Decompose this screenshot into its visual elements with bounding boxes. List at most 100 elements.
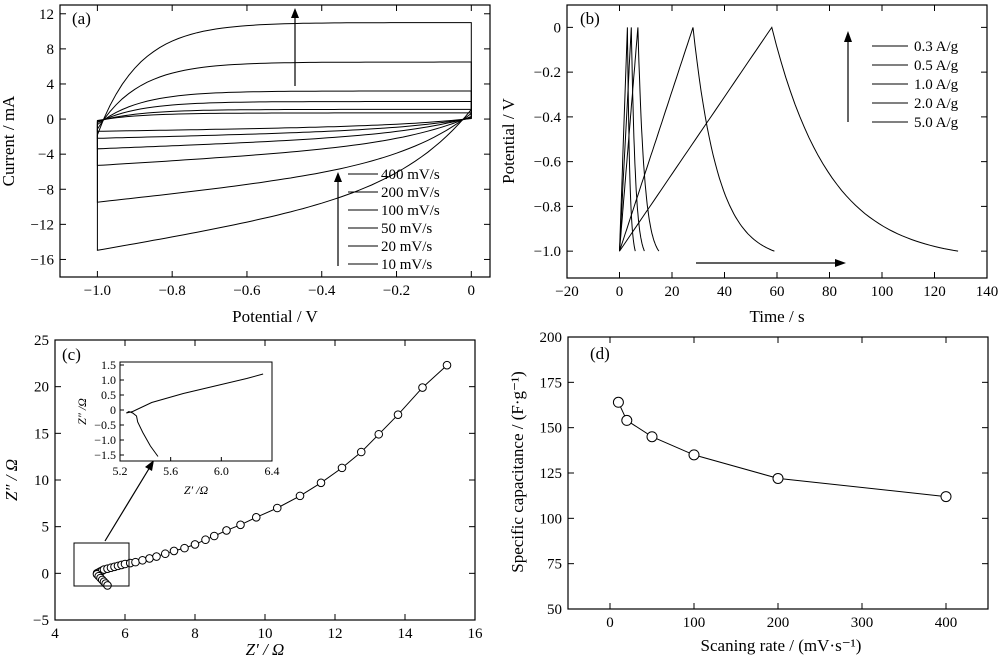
panel-b-gcd-curve-0-5-ag bbox=[619, 27, 775, 252]
panel-c-data-point bbox=[145, 554, 154, 563]
panel-c-inset-x-tick-label: 5.2 bbox=[113, 464, 128, 478]
panel-c-inset-y-tick-label: 1.0 bbox=[101, 373, 116, 387]
panel-d-y-tick-label: 150 bbox=[540, 421, 563, 437]
panel-d-data-point bbox=[688, 449, 700, 461]
panel-b-x-tick-label: 60 bbox=[770, 284, 785, 300]
panel-b-y-tick-label: −0.2 bbox=[534, 65, 561, 81]
panel-c-data-point bbox=[209, 531, 219, 541]
panel-c-x-tick-label: 16 bbox=[468, 626, 484, 642]
panel-a-y-tick-label: 4 bbox=[47, 77, 55, 93]
panel-a-y-tick-label: −8 bbox=[38, 182, 54, 198]
panel-b-y-tick-label: 0 bbox=[554, 20, 562, 36]
panel-c-data-point bbox=[374, 429, 384, 439]
panel-d-x-tick-label: 400 bbox=[935, 615, 958, 631]
panel-c-data-point bbox=[152, 552, 161, 561]
panel-c-data-point bbox=[138, 555, 147, 565]
panel-c-y-tick-label: −5 bbox=[33, 613, 49, 629]
panel-c-inset-x-tick-label: 6.4 bbox=[265, 464, 280, 478]
panel-d-y-tick-label: 200 bbox=[540, 330, 563, 346]
panel-c-x-tick-label: 14 bbox=[398, 626, 414, 642]
panel-c-data-point bbox=[236, 520, 245, 530]
panel-c-inset-y-tick-label: −1.5 bbox=[94, 448, 116, 462]
panel-a-label: (a) bbox=[72, 9, 91, 28]
panel-c-data-point bbox=[180, 543, 189, 553]
panel-c-label: (c) bbox=[62, 345, 81, 364]
panel-c-data-point bbox=[393, 410, 403, 419]
panel-c-zoom-arrow bbox=[104, 460, 154, 542]
panel-c-inset-y-label: Z″ /Ω bbox=[75, 398, 89, 425]
panel-c-zoom-box bbox=[73, 542, 130, 587]
panel-a-x-tick-label: −1.0 bbox=[84, 283, 111, 299]
panel-a-up-arrow-top bbox=[291, 8, 299, 86]
panel-d-y-axis-label: Specific capacitance / (F·g⁻¹) bbox=[508, 371, 527, 572]
panel-d-data-point bbox=[612, 396, 624, 408]
panel-c-data-point bbox=[442, 360, 452, 370]
panel-b: (b) −20 0 20 40 60 80 100 120 140 −1.0 −0.8 −0.6 −0.… bbox=[499, 4, 998, 326]
panel-d-y-tick-label: 100 bbox=[540, 511, 563, 527]
panel-d-label: (d) bbox=[590, 344, 610, 363]
panel-c-x-tick-label: 12 bbox=[328, 626, 343, 642]
panel-b-x-tick-label: 20 bbox=[665, 284, 680, 300]
panel-c-inset-frame bbox=[119, 361, 273, 462]
panel-a-x-tick-label: −0.2 bbox=[383, 283, 410, 299]
panel-a-legend-label: 50 mV/s bbox=[381, 221, 432, 237]
panel-b-up-arrow bbox=[844, 31, 852, 122]
panel-d-y-tick-label: 50 bbox=[547, 602, 562, 618]
panel-d-y-tick-label: 75 bbox=[547, 557, 562, 573]
panel-d: (d) 0 100 200 300 400 50 75 100 125 150 175 200 Sca… bbox=[508, 330, 989, 655]
panel-c-data-point bbox=[295, 491, 305, 501]
panel-b-y-tick-label: −0.6 bbox=[534, 155, 562, 171]
panel-c-x-tick-label: 10 bbox=[258, 626, 273, 642]
panel-c-inset-y-tick-label: 0 bbox=[110, 403, 116, 417]
panel-a-x-axis-label: Potential / V bbox=[232, 307, 318, 326]
panel-c-tail-point bbox=[103, 581, 112, 590]
panel-a-y-tick-label: −4 bbox=[38, 147, 54, 163]
panel-b-right-arrow bbox=[696, 259, 846, 267]
panel-c-data-point bbox=[337, 463, 347, 473]
panel-b-label: (b) bbox=[580, 9, 600, 28]
panel-b-x-axis-label: Time / s bbox=[749, 307, 804, 326]
panel-b-x-tick-label: 120 bbox=[923, 284, 946, 300]
panel-a-legend-label: 20 mV/s bbox=[381, 239, 432, 255]
panel-b-y-axis-label: Potential / V bbox=[499, 97, 518, 183]
panel-a-y-tick-label: −16 bbox=[31, 252, 55, 268]
panel-c-data-point bbox=[222, 526, 231, 535]
panel-d-data-point bbox=[940, 491, 952, 503]
panel-b-x-tick-label: 40 bbox=[717, 284, 732, 300]
panel-a-frame bbox=[59, 4, 491, 278]
panel-c: (c) 4 6 8 10 12 14 16 −5 0 5 10 15 20 25 5.2 5.6 6.0 6.4… bbox=[2, 333, 483, 659]
panel-d-x-axis-label: Scaning rate / (mV·s⁻¹) bbox=[701, 636, 862, 655]
panel-c-x-tick-label: 4 bbox=[51, 626, 59, 642]
panel-c-data-point bbox=[316, 478, 326, 488]
panel-c-data-point bbox=[160, 549, 170, 559]
panel-c-data-point bbox=[169, 546, 179, 556]
panel-d-data-point bbox=[646, 431, 658, 443]
panel-b-legend-label: 0.3 A/g bbox=[914, 39, 959, 55]
panel-c-inset-y-tick-label: 1.5 bbox=[101, 358, 116, 372]
panel-a-legend-label: 100 mV/s bbox=[381, 203, 440, 219]
panel-c-data-point bbox=[251, 513, 261, 522]
panel-c-data-point bbox=[190, 540, 200, 549]
panel-a-y-tick-label: 0 bbox=[47, 112, 55, 128]
panel-c-inset-y-tick-label: 0.5 bbox=[101, 388, 116, 402]
panel-c-inset-x-tick-label: 6.0 bbox=[214, 464, 229, 478]
panel-a-x-tick-label: −0.6 bbox=[233, 283, 261, 299]
panel-d-x-tick-label: 300 bbox=[851, 615, 874, 631]
panel-a-y-tick-label: 12 bbox=[39, 7, 54, 23]
panel-b-gcd-curve-1-0-ag bbox=[619, 27, 660, 252]
panel-c-data-point bbox=[201, 535, 210, 545]
panel-c-inset-y-tick-label: −0.5 bbox=[94, 418, 116, 432]
panel-b-legend-label: 0.5 A/g bbox=[914, 58, 959, 74]
panel-d-y-tick-label: 175 bbox=[540, 375, 563, 391]
panel-b-y-tick-label: −0.8 bbox=[534, 199, 561, 215]
panel-c-data-point bbox=[131, 557, 140, 567]
panel-c-inset-x-tick-label: 5.6 bbox=[163, 464, 178, 478]
panel-d-data-point bbox=[621, 414, 633, 426]
panel-d-x-tick-label: 200 bbox=[767, 615, 790, 631]
panel-b-gcd-curve-0-3-ag bbox=[619, 26, 959, 252]
panel-a-y-tick-label: −12 bbox=[31, 217, 54, 233]
panel-a-up-arrow-legend bbox=[334, 172, 342, 266]
panel-d-x-tick-label: 100 bbox=[683, 615, 706, 631]
panel-c-x-tick-label: 6 bbox=[121, 626, 129, 642]
